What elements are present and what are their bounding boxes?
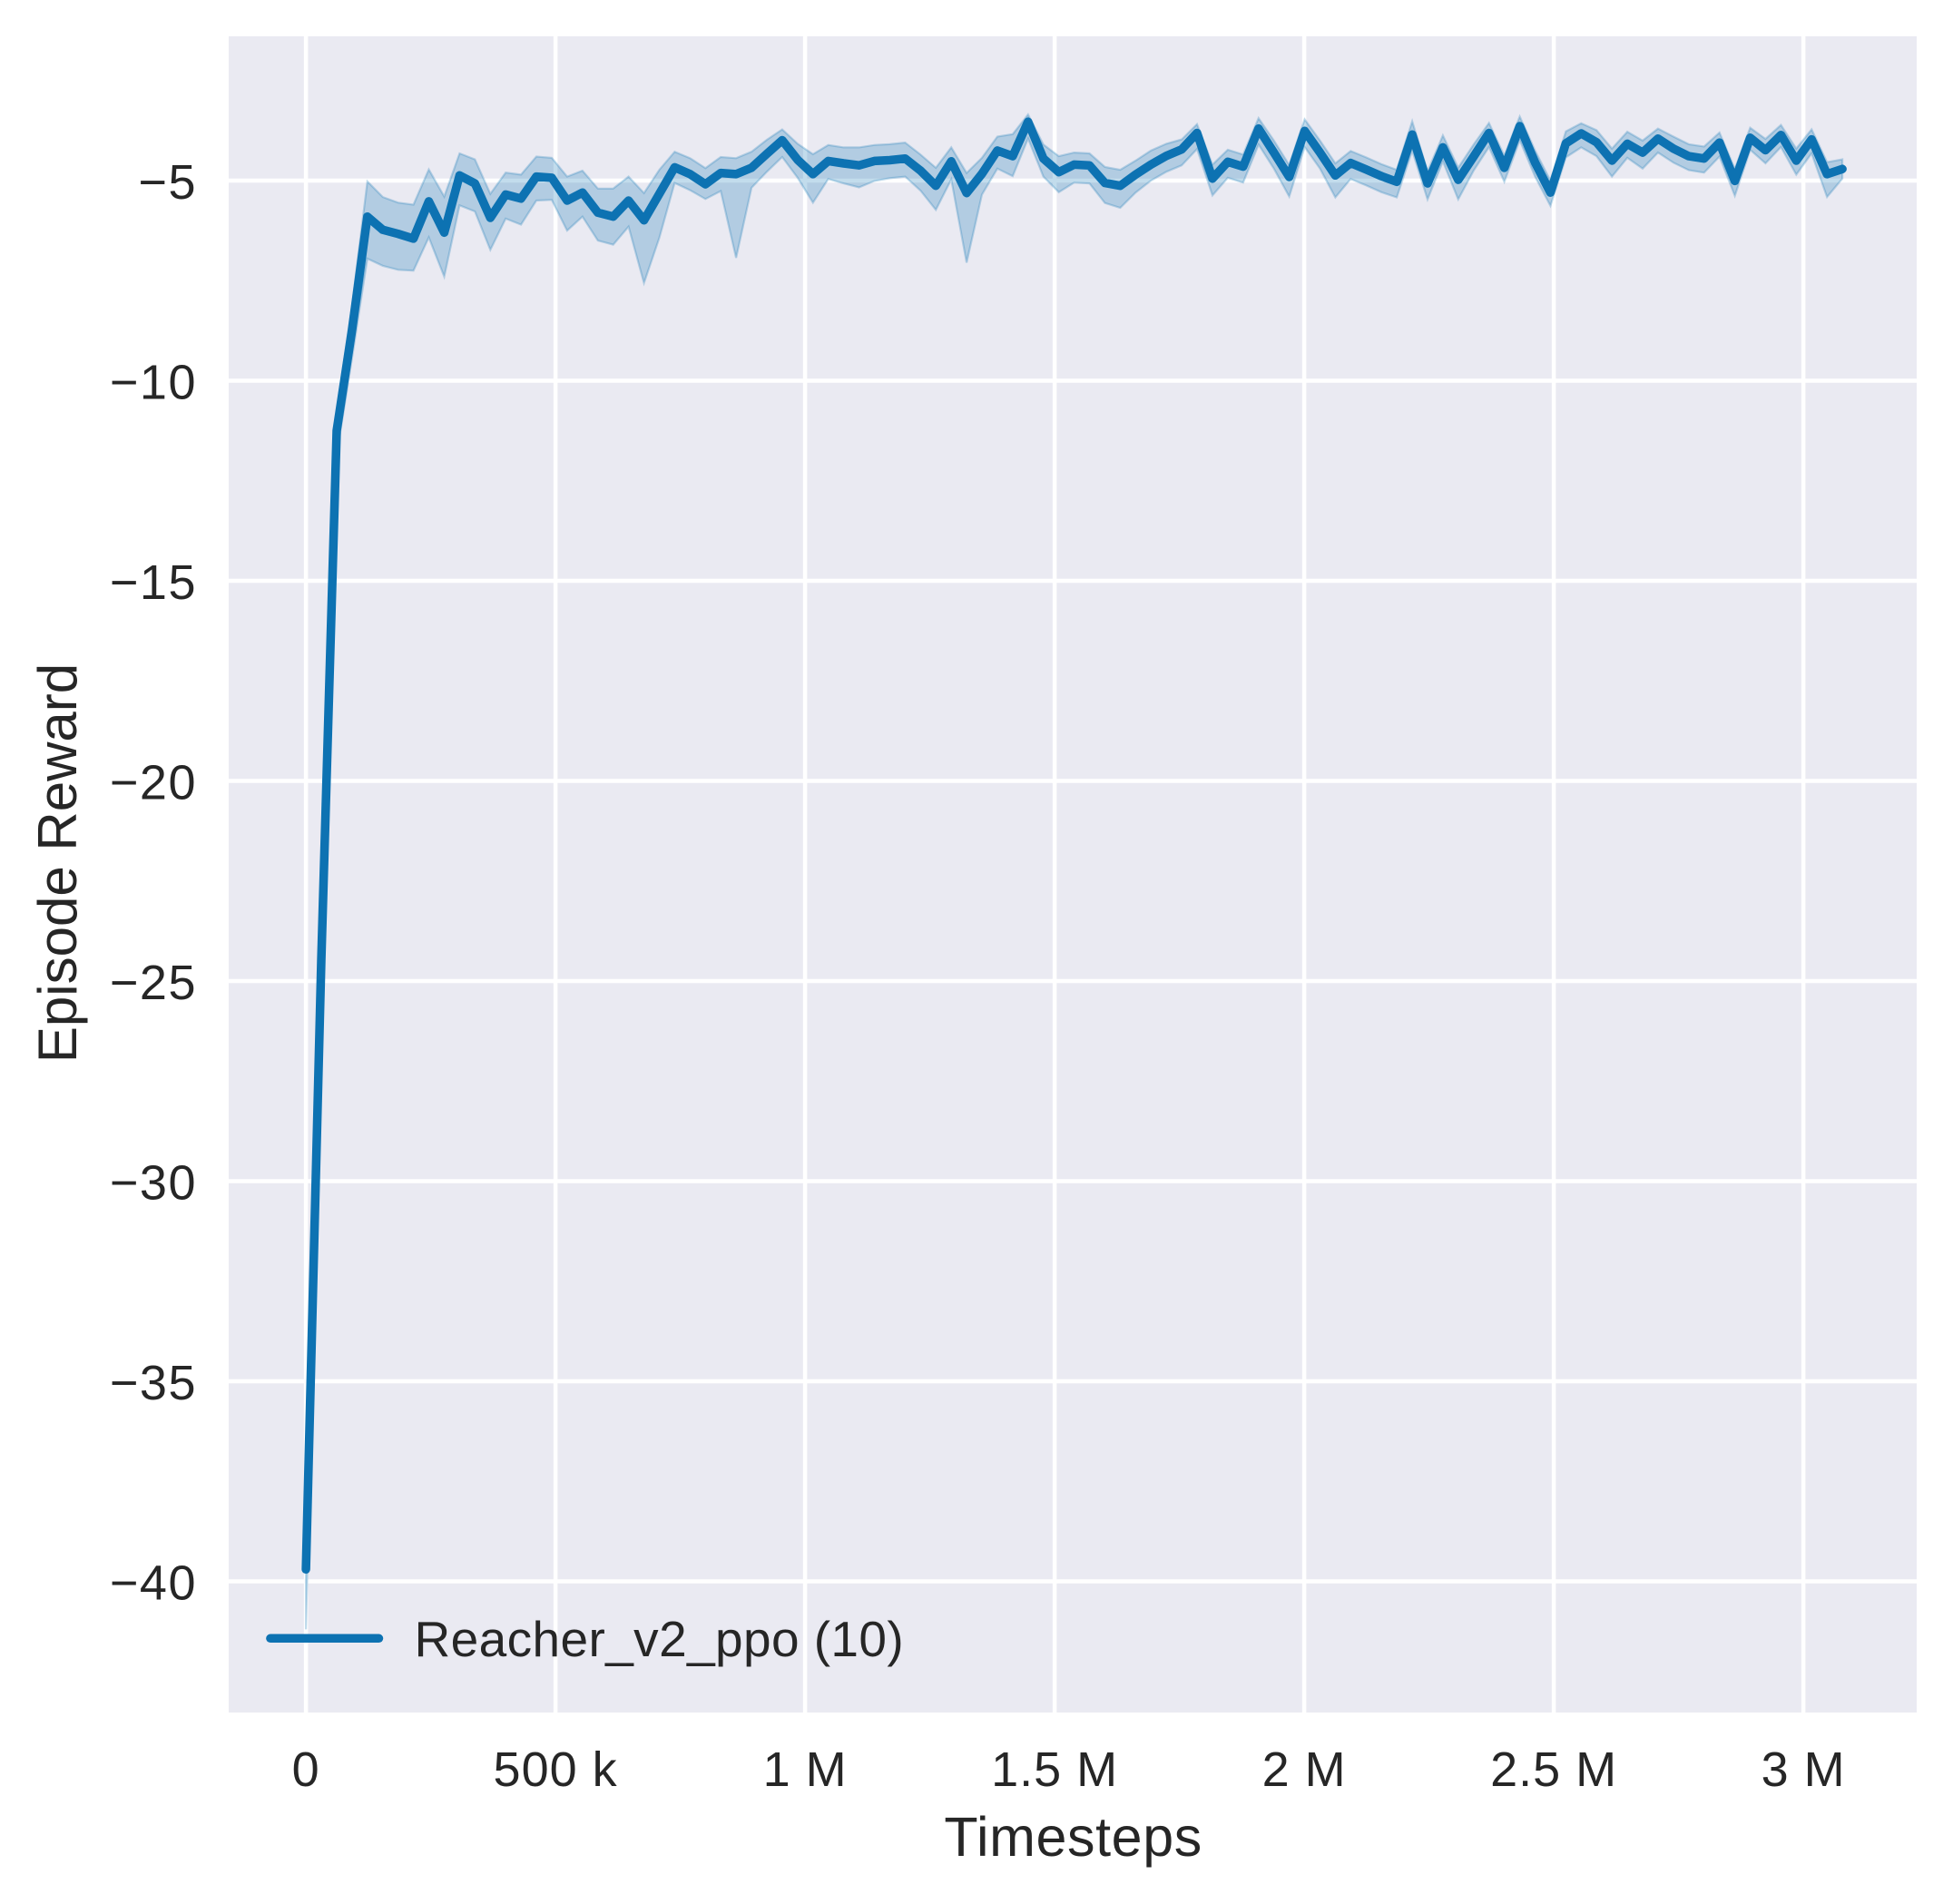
- svg-text:500 k: 500 k: [494, 1742, 618, 1797]
- svg-text:0: 0: [292, 1742, 320, 1797]
- svg-text:Episode Reward: Episode Reward: [27, 663, 88, 1063]
- svg-text:−20: −20: [110, 756, 197, 810]
- svg-text:1.5 M: 1.5 M: [991, 1742, 1118, 1797]
- svg-text:−25: −25: [110, 956, 197, 1010]
- svg-text:−40: −40: [110, 1556, 197, 1611]
- svg-text:−15: −15: [110, 555, 197, 610]
- svg-text:Timesteps: Timesteps: [944, 1806, 1202, 1868]
- svg-text:−5: −5: [138, 155, 197, 210]
- svg-text:−10: −10: [110, 356, 197, 410]
- svg-text:3 M: 3 M: [1762, 1742, 1846, 1797]
- svg-text:−30: −30: [110, 1156, 197, 1211]
- svg-text:2 M: 2 M: [1262, 1742, 1347, 1797]
- svg-text:1 M: 1 M: [763, 1742, 848, 1797]
- svg-text:−35: −35: [110, 1356, 197, 1410]
- svg-text:2.5 M: 2.5 M: [1490, 1742, 1617, 1797]
- svg-text:Reacher_v2_ppo (10): Reacher_v2_ppo (10): [415, 1611, 905, 1667]
